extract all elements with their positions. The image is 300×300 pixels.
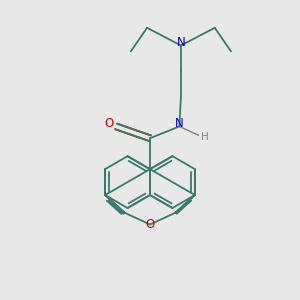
Text: N: N <box>175 117 184 130</box>
Text: O: O <box>146 218 154 231</box>
Text: N: N <box>176 36 185 49</box>
Text: O: O <box>104 117 113 130</box>
Text: H: H <box>201 132 208 142</box>
